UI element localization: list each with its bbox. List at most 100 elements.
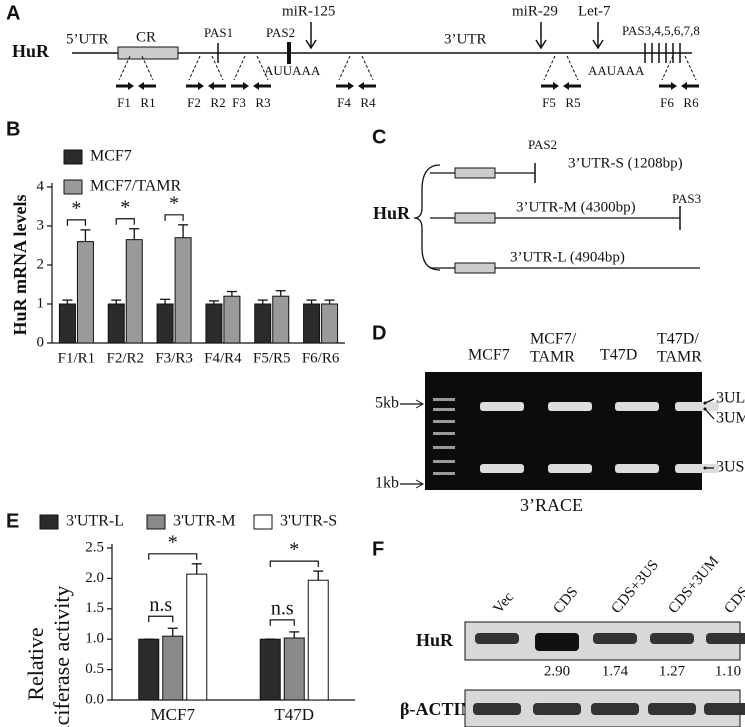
x-tick-label: F3/R3 <box>155 350 193 366</box>
primer-guide <box>211 55 224 81</box>
y-tick-label: 3 <box>37 217 45 233</box>
pas-label: PAS2 <box>528 137 557 152</box>
protein-label: β-ACTIN <box>400 699 474 719</box>
utr-label: 5’UTR <box>66 31 109 47</box>
ratio-label: 2.90 <box>544 663 570 679</box>
marker-label: 5kb <box>375 395 399 412</box>
mirna-label: miR-125 <box>282 3 335 19</box>
legend-label: 3'UTR-M <box>173 513 235 530</box>
lane-label: T47D <box>600 347 637 364</box>
error-bar <box>257 299 268 304</box>
error-bar <box>178 224 189 238</box>
primer-guide <box>566 55 579 81</box>
arrow-head <box>128 82 134 90</box>
y-tick-label: 2.0 <box>85 570 104 586</box>
arrow-head <box>253 82 259 90</box>
bar <box>272 295 290 344</box>
y-tick-label: 0.0 <box>85 691 104 707</box>
significance-label: * <box>168 531 178 553</box>
isoform-label: 3’UTR-M (4300bp) <box>516 199 636 215</box>
legend-swatch <box>253 514 273 530</box>
isoform-label: 3’UTR-L (4904bp) <box>510 249 625 265</box>
legend-swatch <box>63 149 83 165</box>
blot-band <box>593 633 637 644</box>
y-tick-label: 1.0 <box>85 631 104 647</box>
error-bar <box>324 299 335 304</box>
gel-band <box>675 402 719 411</box>
isoform-label: 3’UTR-S (1208bp) <box>568 155 683 171</box>
lane-label: CDS+3UL <box>721 557 745 617</box>
mirna-label: miR-29 <box>512 3 558 19</box>
blot-band <box>473 703 521 715</box>
blot-band <box>706 633 745 644</box>
ladder-band <box>433 460 455 463</box>
y-tick-label: 1 <box>37 295 45 311</box>
arrow-head <box>415 479 425 489</box>
y-tick-label: 0 <box>37 334 45 350</box>
bar <box>283 637 305 701</box>
bar <box>223 295 241 344</box>
y-tick-label: 4 <box>37 178 45 194</box>
bar <box>58 303 76 344</box>
bar <box>303 303 321 344</box>
band-arrow <box>704 398 715 404</box>
y-axis-label: luciferase activity <box>49 586 74 727</box>
lane-label: MCF7/ <box>530 331 577 348</box>
arrow-head <box>703 401 707 405</box>
blot-band <box>704 703 745 715</box>
bar <box>138 638 160 701</box>
gel-band <box>480 464 524 473</box>
arrow-head <box>198 82 204 90</box>
primer-guide <box>684 55 697 81</box>
gel-band <box>548 464 592 473</box>
arrow-head <box>358 82 364 90</box>
significance-bracket <box>66 219 87 226</box>
bar <box>76 241 94 344</box>
band-label: 3US <box>716 459 744 476</box>
panel-label: B <box>6 118 20 140</box>
legend-label: MCF7/TAMR <box>90 178 182 195</box>
significance-bracket <box>164 214 184 221</box>
significance-bracket <box>148 615 174 623</box>
panel-label: F <box>372 538 384 560</box>
gel-band <box>615 464 659 473</box>
arrow-head <box>243 82 249 90</box>
y-tick-label: 1.5 <box>85 600 104 616</box>
x-tick-label: F4/R4 <box>204 350 242 366</box>
primer-guide <box>141 55 154 81</box>
legend-swatch <box>39 514 59 530</box>
gel-band <box>480 402 524 411</box>
protein-label: HuR <box>416 630 454 650</box>
primer-label: R1 <box>140 95 155 110</box>
x-tick-label: F1/R1 <box>58 350 96 366</box>
error-bar <box>167 627 178 637</box>
arrow-head <box>348 82 354 90</box>
arrow-head <box>703 407 707 411</box>
lane-label: Vec <box>490 589 517 617</box>
ratio-label: 1.74 <box>602 663 629 679</box>
primer-label: F4 <box>337 95 351 110</box>
primer-label: R5 <box>565 95 580 110</box>
significance-label: * <box>169 192 179 214</box>
primer-label: F3 <box>232 95 246 110</box>
bar <box>307 579 329 701</box>
utr-label: 3’UTR <box>444 31 487 47</box>
signal-label: AUUAAA <box>264 63 321 78</box>
significance-bracket <box>269 619 295 626</box>
significance-bracket <box>115 218 135 225</box>
primer-guide <box>661 55 674 81</box>
primer-guide <box>256 55 269 81</box>
bar <box>125 239 143 344</box>
arrow-head <box>703 466 707 470</box>
primer-label: F5 <box>542 95 556 110</box>
error-bar <box>226 290 237 297</box>
lane-label: CDS <box>550 584 581 617</box>
error-bar <box>80 229 91 242</box>
gene-label: HuR <box>373 203 411 223</box>
ladder-band <box>433 472 455 475</box>
ladder-band <box>433 408 455 411</box>
panel-label: E <box>6 510 19 532</box>
ladder-band <box>433 446 455 449</box>
arrow-head <box>563 82 569 90</box>
coding-region <box>454 262 496 274</box>
